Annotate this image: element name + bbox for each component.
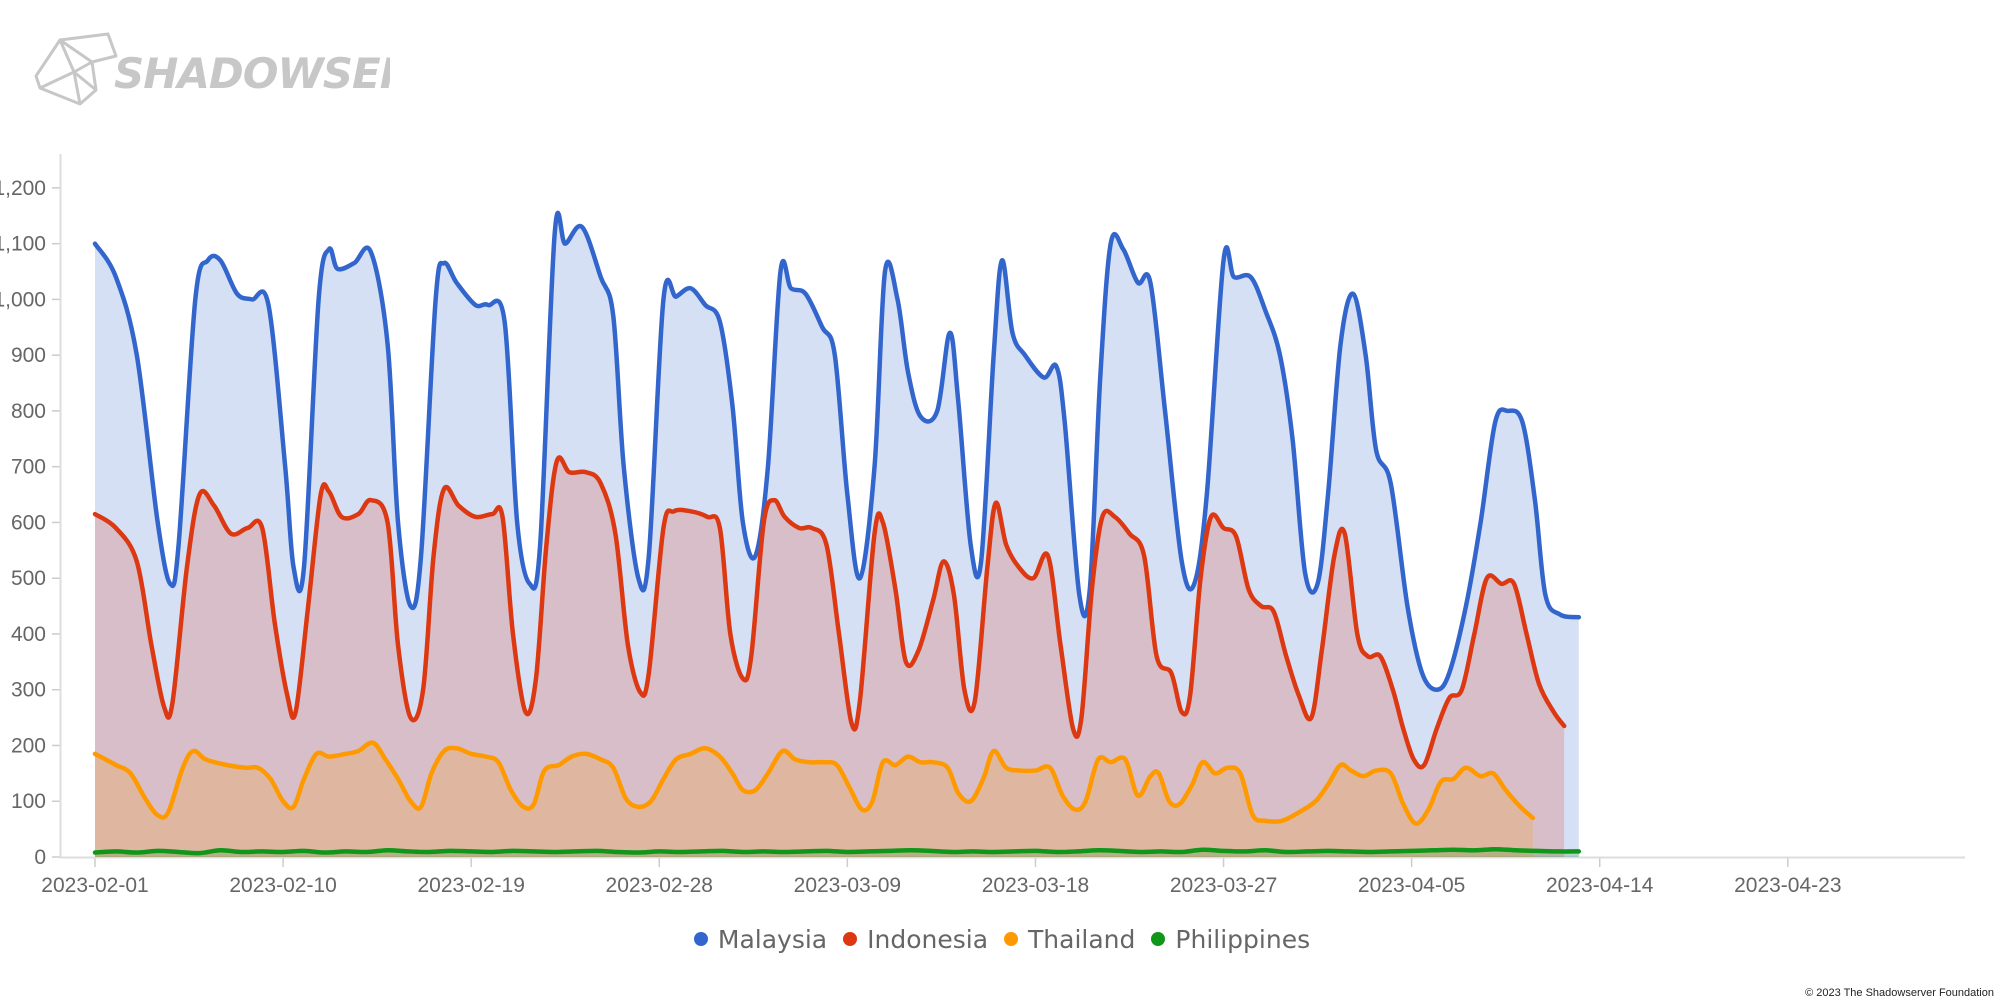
y-tick-label: 700 xyxy=(11,456,46,479)
x-tick-label: 2023-02-01 xyxy=(41,874,148,897)
legend-dot-icon xyxy=(843,932,858,946)
x-tick-label: 2023-04-14 xyxy=(1546,874,1654,897)
x-tick-label: 2023-03-18 xyxy=(982,874,1089,897)
legend-item-philippines[interactable]: Philippines xyxy=(1151,925,1310,954)
y-tick-label: 800 xyxy=(11,400,46,423)
y-tick-label: 400 xyxy=(11,623,46,646)
copyright-notice: © 2023 The Shadowserver Foundation xyxy=(1805,987,1994,999)
y-tick-label: 100 xyxy=(11,790,46,813)
legend-dot-icon xyxy=(1004,932,1019,946)
x-tick-label: 2023-03-09 xyxy=(794,874,901,897)
legend-label: Thailand xyxy=(1028,925,1136,954)
legend-dot-icon xyxy=(1151,932,1166,946)
legend-dot-icon xyxy=(693,932,708,946)
y-tick-label: 0 xyxy=(34,846,46,869)
y-tick-label: 900 xyxy=(11,344,46,367)
area-fill-layer xyxy=(95,212,1579,858)
legend-label: Malaysia xyxy=(717,925,828,954)
legend-item-malaysia[interactable]: Malaysia xyxy=(693,925,828,954)
y-tick-label: 500 xyxy=(11,567,46,590)
indonesia-line[interactable] xyxy=(92,455,1567,770)
indonesia-area xyxy=(95,457,1565,857)
legend-item-indonesia[interactable]: Indonesia xyxy=(843,925,988,954)
thailand-area xyxy=(95,742,1533,857)
y-tick-label: 200 xyxy=(11,734,46,757)
malaysia-area xyxy=(95,212,1579,858)
legend: Malaysia Indonesia Thailand Philippines xyxy=(0,925,2004,954)
legend-label: Indonesia xyxy=(867,925,989,954)
grid-layer xyxy=(52,187,1789,867)
x-tick-label: 2023-02-28 xyxy=(606,874,713,897)
series-line-layer xyxy=(92,210,1582,856)
y-tick-label: 1,100 xyxy=(0,233,46,256)
philippines-line[interactable] xyxy=(92,846,1582,856)
legend-item-thailand[interactable]: Thailand xyxy=(1004,925,1135,954)
y-tick-label: 600 xyxy=(11,511,46,534)
y-tick-label: 1,000 xyxy=(0,288,46,311)
y-tick-label: 300 xyxy=(11,679,46,702)
x-tick-label: 2023-02-10 xyxy=(229,874,336,897)
x-tick-label: 2023-02-19 xyxy=(417,874,524,897)
x-tick-label: 2023-04-23 xyxy=(1734,874,1841,897)
x-tick-label: 2023-04-05 xyxy=(1358,874,1465,897)
thailand-line[interactable] xyxy=(92,740,1536,826)
x-tick-labels: 2023-02-01 2023-02-10 2023-02-19 2023-02-28… xyxy=(41,874,1841,897)
y-tick-labels: 0 100 200 300 400 500 600 700 800 900 1,000 1,100 1,… xyxy=(0,177,46,869)
x-tick-label: 2023-03-27 xyxy=(1170,874,1277,897)
malaysia-line[interactable] xyxy=(92,210,1582,692)
y-tick-label: 1,200 xyxy=(0,177,46,200)
legend-label: Philippines xyxy=(1175,925,1311,954)
axes-layer xyxy=(59,154,1965,859)
